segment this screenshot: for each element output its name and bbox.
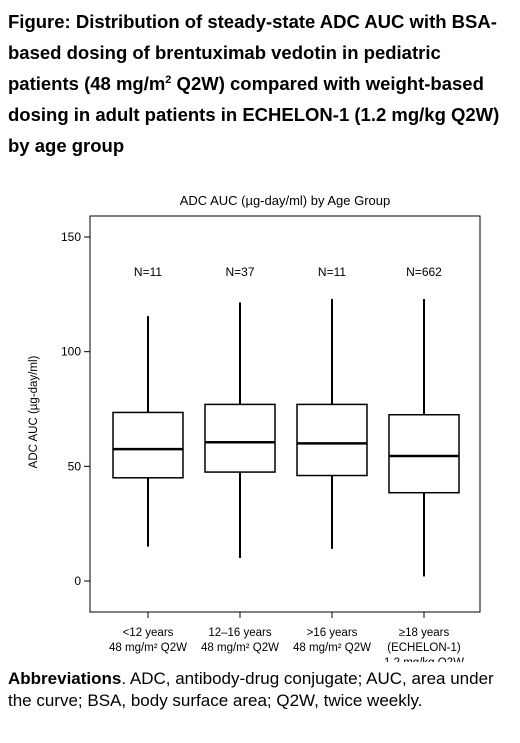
abbreviations-text: . ADC, antibody-drug conjugate; AUC, are… xyxy=(8,669,494,710)
n-label: N=11 xyxy=(134,265,162,279)
abbreviations-note: Abbreviations. ADC, antibody-drug conjug… xyxy=(8,668,516,712)
x-axis: <12 years 48 mg/m² Q2W 12–16 years 48 mg/m²… xyxy=(109,612,464,662)
figure-title-part1: Figure: Distribution of steady-state ADC… xyxy=(8,11,497,94)
box-group xyxy=(388,298,460,577)
iqr-box xyxy=(388,413,460,494)
y-tick-label: 0 xyxy=(74,574,81,588)
n-label: N=11 xyxy=(318,265,346,279)
x-tick-label: 1.2 mg/kg Q2W xyxy=(384,657,464,662)
y-tick-label: 150 xyxy=(61,230,81,244)
figure-title-superscript: 2 xyxy=(165,73,172,86)
x-tick-label: >16 years xyxy=(307,627,358,639)
x-tick-label: 48 mg/m² Q2W xyxy=(109,642,187,654)
x-tick-label: <12 years xyxy=(123,627,174,639)
y-tick-label: 50 xyxy=(68,459,82,473)
box-group xyxy=(204,302,276,559)
x-tick-label: 12–16 years xyxy=(208,627,272,639)
iqr-box xyxy=(296,403,368,477)
figure-title: Figure: Distribution of steady-state ADC… xyxy=(8,6,516,161)
n-label: N=37 xyxy=(225,265,254,279)
iqr-box xyxy=(112,411,184,479)
y-tick-label: 100 xyxy=(61,345,81,359)
y-axis-label: ADC AUC (µg-day/ml) xyxy=(28,355,40,468)
iqr-box xyxy=(204,403,276,473)
x-tick-label: 48 mg/m² Q2W xyxy=(201,642,279,654)
boxes xyxy=(112,298,460,577)
chart-title: ADC AUC (µg-day/ml) by Age Group xyxy=(180,193,391,208)
figure-title-part2: Q2W) compared with weight-based dosing i… xyxy=(8,73,500,156)
n-label: N=662 xyxy=(406,265,442,279)
n-labels: N=11 N=37 N=11 N=662 xyxy=(134,265,442,279)
x-tick-label: ≥18 years xyxy=(399,627,450,639)
x-tick-label: (ECHELON-1) xyxy=(387,642,461,654)
box-group xyxy=(296,298,368,549)
y-axis: 0 50 100 150 xyxy=(61,230,90,588)
x-tick-label: 48 mg/m² Q2W xyxy=(293,642,371,654)
box-group xyxy=(112,316,184,547)
abbreviations-label: Abbreviations xyxy=(8,669,122,688)
plot-frame xyxy=(89,215,481,613)
boxplot-chart: ADC AUC (µg-day/ml) by Age Group ADC AUC… xyxy=(28,193,481,662)
